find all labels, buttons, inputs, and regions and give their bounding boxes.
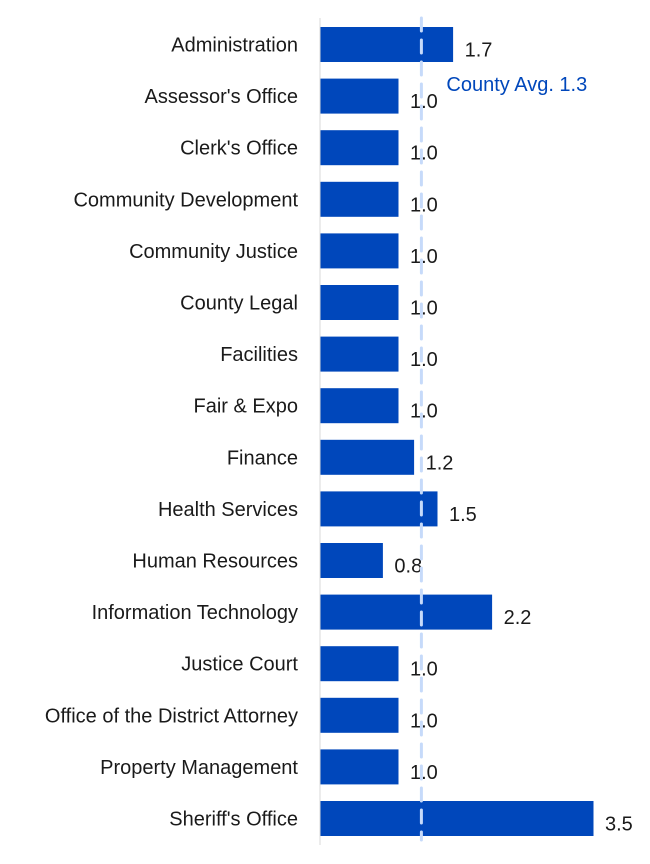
bar: [320, 697, 399, 733]
bar: [320, 27, 454, 62]
category-label: Justice Court: [181, 654, 298, 676]
category-label: Facilities: [220, 344, 298, 366]
bar: [320, 801, 594, 836]
value-label: 1.0: [410, 762, 438, 784]
value-label: 1.5: [449, 504, 477, 526]
category-label: Finance: [227, 447, 298, 469]
category-label: Sheriff's Office: [169, 809, 298, 831]
value-label: 1.2: [426, 452, 454, 474]
bar: [320, 543, 383, 578]
value-label: 2.2: [504, 607, 532, 629]
value-label: 1.7: [465, 40, 493, 62]
bar: [320, 336, 399, 372]
category-label: Office of the District Attorney: [45, 705, 298, 727]
value-label: 1.0: [410, 246, 438, 268]
bar: [320, 749, 399, 785]
category-label: Assessor's Office: [145, 86, 299, 108]
bar: [320, 439, 415, 475]
value-label: 1.0: [410, 710, 438, 732]
value-label: 1.0: [410, 349, 438, 371]
category-label: Health Services: [158, 499, 298, 521]
value-label: 1.0: [410, 298, 438, 320]
value-label: 0.8: [394, 556, 422, 578]
category-label: Information Technology: [92, 602, 298, 624]
category-label: Community Justice: [129, 241, 298, 263]
value-label: 1.0: [410, 194, 438, 216]
value-label: 1.0: [410, 143, 438, 165]
value-label: 1.0: [410, 659, 438, 681]
value-label: 1.0: [410, 91, 438, 113]
bar: [320, 491, 438, 527]
category-label: Administration: [171, 35, 298, 57]
bar: [320, 388, 399, 424]
category-label: Clerk's Office: [180, 138, 298, 160]
value-label: 3.5: [605, 814, 633, 836]
bar: [320, 285, 399, 320]
category-label: Human Resources: [132, 551, 298, 573]
category-label: Property Management: [100, 757, 298, 779]
bar: [320, 594, 493, 630]
category-label: Community Development: [73, 189, 298, 211]
bar: [320, 233, 399, 269]
bar: [320, 646, 399, 682]
bar: [320, 78, 399, 114]
category-label: County Legal: [180, 293, 298, 315]
county-average-label: County Avg. 1.3: [446, 74, 587, 96]
bar: [320, 130, 399, 166]
category-label: Fair & Expo: [194, 396, 298, 418]
bar: [320, 181, 399, 217]
value-label: 1.0: [410, 401, 438, 423]
